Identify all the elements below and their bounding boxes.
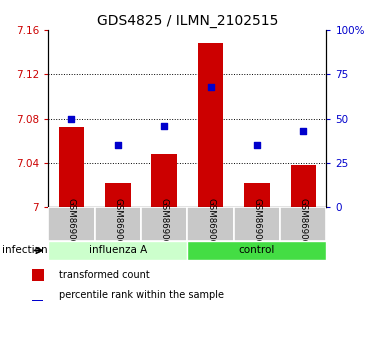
Bar bbox=[32, 300, 43, 301]
Point bbox=[208, 84, 214, 90]
Text: infection: infection bbox=[2, 245, 47, 256]
Bar bbox=[48, 207, 95, 241]
Bar bbox=[32, 269, 44, 281]
Text: percentile rank within the sample: percentile rank within the sample bbox=[59, 290, 224, 300]
Text: influenza A: influenza A bbox=[89, 245, 147, 256]
Bar bbox=[280, 207, 326, 241]
Bar bbox=[105, 183, 131, 207]
Bar bbox=[198, 43, 223, 207]
Bar bbox=[187, 241, 326, 260]
Text: control: control bbox=[239, 245, 275, 256]
Bar bbox=[290, 165, 316, 207]
Bar bbox=[141, 207, 187, 241]
Text: GSM869069: GSM869069 bbox=[160, 198, 169, 250]
Bar bbox=[48, 241, 187, 260]
Bar bbox=[95, 207, 141, 241]
Point bbox=[254, 142, 260, 148]
Bar bbox=[244, 183, 270, 207]
Text: GSM869064: GSM869064 bbox=[206, 198, 215, 250]
Point bbox=[115, 142, 121, 148]
Bar bbox=[187, 207, 234, 241]
Point bbox=[301, 128, 306, 134]
Bar bbox=[59, 127, 84, 207]
Text: GSM869067: GSM869067 bbox=[113, 198, 122, 250]
Text: GSM869065: GSM869065 bbox=[67, 198, 76, 250]
Point bbox=[69, 116, 75, 121]
Text: GSM869068: GSM869068 bbox=[299, 198, 308, 250]
Text: GSM869066: GSM869066 bbox=[252, 198, 262, 250]
Bar bbox=[151, 154, 177, 207]
Point bbox=[161, 123, 167, 129]
Bar bbox=[234, 207, 280, 241]
Title: GDS4825 / ILMN_2102515: GDS4825 / ILMN_2102515 bbox=[97, 14, 278, 28]
Text: transformed count: transformed count bbox=[59, 270, 150, 280]
